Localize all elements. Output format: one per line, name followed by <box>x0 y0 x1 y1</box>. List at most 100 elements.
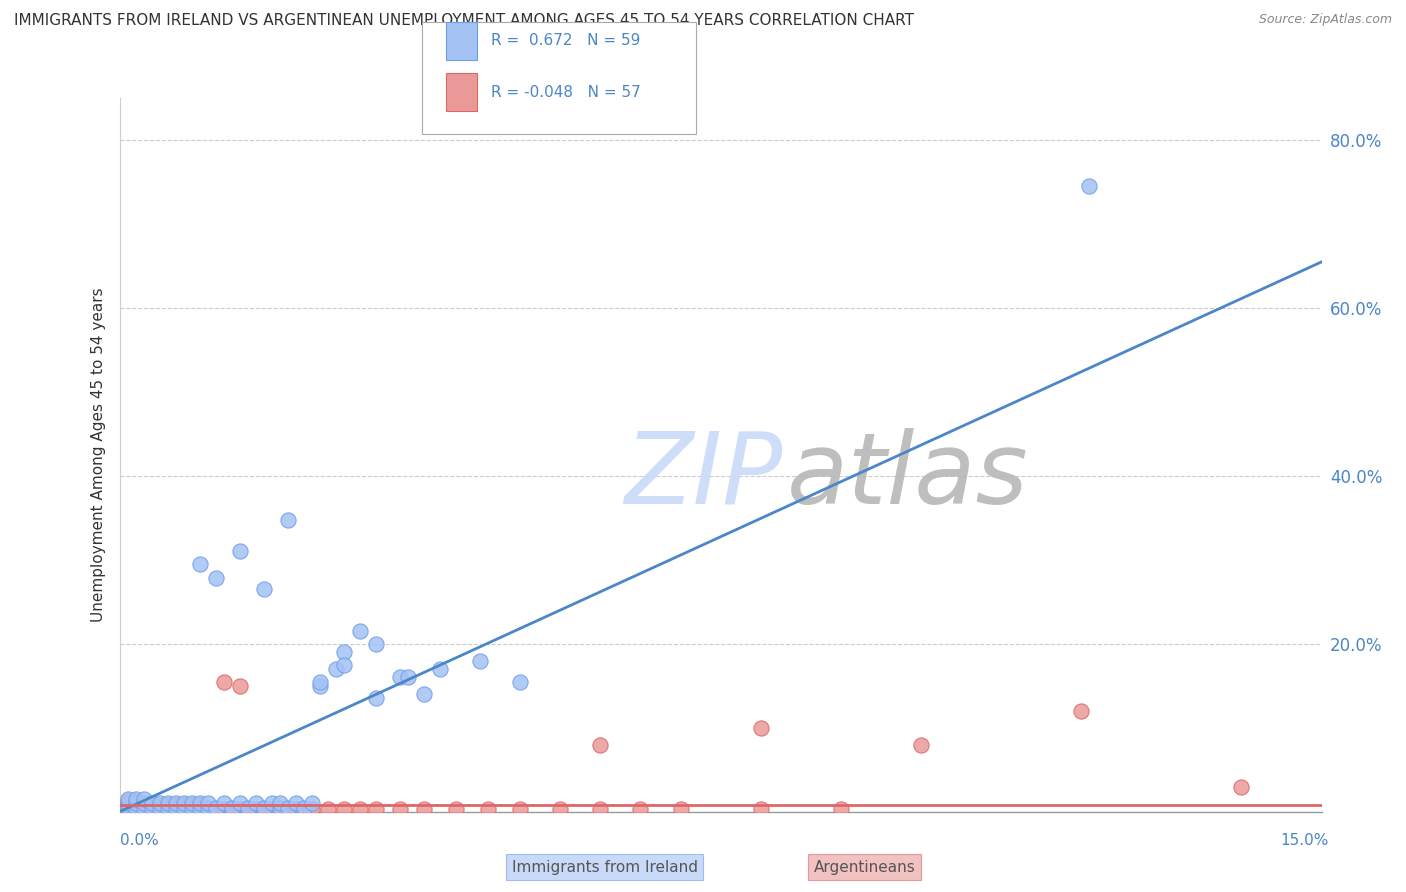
Point <box>173 797 195 811</box>
Point <box>117 797 139 811</box>
Point <box>117 797 139 812</box>
Point <box>197 797 219 811</box>
Point <box>173 800 195 814</box>
Point <box>124 802 146 816</box>
Point <box>117 800 139 814</box>
Point <box>388 802 412 816</box>
Point <box>180 797 202 812</box>
Point <box>149 797 172 811</box>
Point <box>117 802 139 816</box>
Point <box>141 797 163 811</box>
Text: 15.0%: 15.0% <box>1281 833 1329 847</box>
Text: atlas: atlas <box>787 428 1028 524</box>
Text: ZIP: ZIP <box>624 428 783 524</box>
Point <box>749 721 772 735</box>
Point <box>173 802 195 816</box>
Point <box>1070 704 1092 718</box>
Text: R =  0.672   N = 59: R = 0.672 N = 59 <box>491 33 640 48</box>
Point <box>188 800 211 814</box>
Point <box>228 797 252 811</box>
Point <box>132 797 155 812</box>
Point <box>277 800 299 814</box>
Point <box>188 797 211 811</box>
Point <box>333 645 356 659</box>
Point <box>204 802 226 816</box>
Point <box>333 802 356 816</box>
Point <box>301 802 323 816</box>
Point <box>260 797 283 811</box>
Point <box>197 800 219 814</box>
Point <box>245 797 267 811</box>
Point <box>277 512 299 526</box>
Point <box>309 679 332 693</box>
Point <box>388 670 412 684</box>
Point <box>132 800 155 814</box>
Point <box>165 797 187 812</box>
Point <box>124 800 146 814</box>
Point <box>429 662 451 676</box>
Point <box>269 800 291 814</box>
Point <box>180 802 202 816</box>
Point <box>228 679 252 693</box>
Point <box>124 797 146 812</box>
Point <box>221 800 243 814</box>
Point <box>156 797 179 811</box>
Point <box>204 800 226 814</box>
Point <box>228 802 252 816</box>
Point <box>509 802 531 816</box>
Point <box>364 691 387 706</box>
Point <box>253 802 276 816</box>
Point <box>212 802 235 816</box>
Point <box>124 797 146 811</box>
Point <box>550 802 572 816</box>
Point <box>141 797 163 812</box>
Point <box>269 802 291 816</box>
Point <box>253 800 276 814</box>
Point <box>124 794 146 808</box>
Point <box>117 792 139 806</box>
Point <box>309 674 332 689</box>
Point <box>284 802 307 816</box>
Point <box>204 571 226 585</box>
Text: IMMIGRANTS FROM IRELAND VS ARGENTINEAN UNEMPLOYMENT AMONG AGES 45 TO 54 YEARS CO: IMMIGRANTS FROM IRELAND VS ARGENTINEAN U… <box>14 13 914 29</box>
Point <box>910 738 932 752</box>
Point <box>149 800 172 814</box>
Point <box>253 582 276 597</box>
Point <box>132 792 155 806</box>
Point <box>156 800 179 814</box>
Point <box>180 800 202 814</box>
Point <box>364 802 387 816</box>
Point <box>221 802 243 816</box>
Point <box>396 670 419 684</box>
Point <box>236 802 259 816</box>
Point <box>630 802 652 816</box>
Point <box>180 797 202 811</box>
Point <box>260 802 283 816</box>
Point <box>669 802 692 816</box>
Point <box>197 802 219 816</box>
Text: R = -0.048   N = 57: R = -0.048 N = 57 <box>491 85 641 100</box>
Point <box>589 738 612 752</box>
Point <box>165 797 187 811</box>
Point <box>156 797 179 812</box>
Point <box>316 802 339 816</box>
Point <box>212 797 235 811</box>
Point <box>132 802 155 816</box>
Point <box>284 797 307 811</box>
Point <box>141 802 163 816</box>
Point <box>349 802 371 816</box>
Point <box>325 662 347 676</box>
Text: Source: ZipAtlas.com: Source: ZipAtlas.com <box>1258 13 1392 27</box>
Point <box>1078 179 1101 194</box>
Point <box>277 802 299 816</box>
Point <box>228 544 252 558</box>
Point <box>124 792 146 806</box>
Point <box>149 797 172 812</box>
Point <box>1230 780 1253 794</box>
Point <box>188 802 211 816</box>
Point <box>165 802 187 816</box>
Point <box>333 657 356 672</box>
Point <box>301 797 323 811</box>
Point <box>156 802 179 816</box>
Point <box>364 637 387 651</box>
